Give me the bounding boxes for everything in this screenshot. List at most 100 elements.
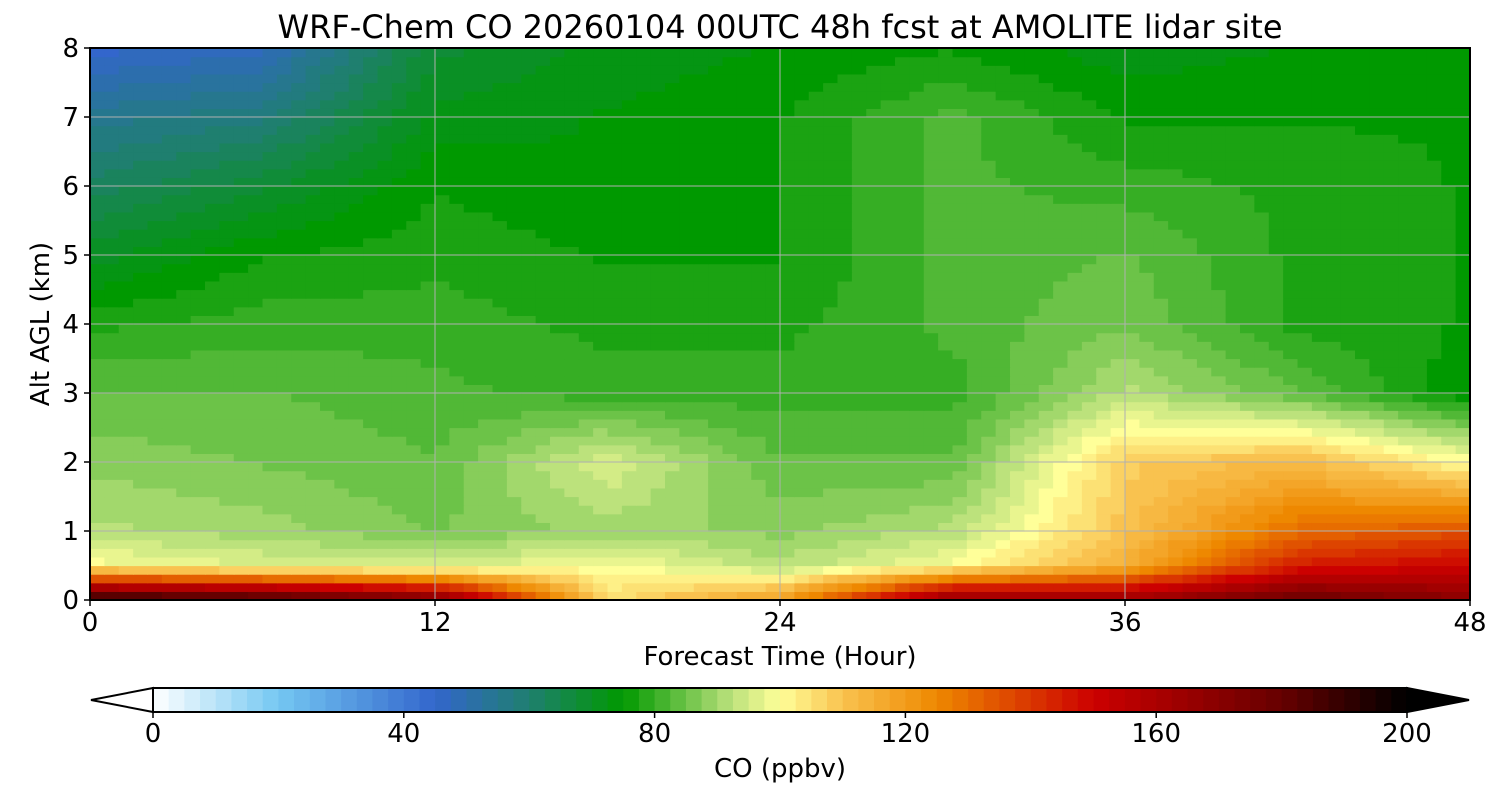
heat-cell — [1096, 177, 1112, 187]
heat-cell — [90, 384, 105, 394]
heat-cell — [535, 470, 551, 480]
heat-cell — [1024, 151, 1040, 161]
heat-cell — [1412, 548, 1428, 558]
heat-cell — [550, 151, 565, 161]
heat-cell — [449, 479, 465, 489]
heat-cell — [176, 384, 192, 394]
heat-cell — [837, 496, 853, 506]
heat-cell — [895, 462, 910, 472]
heat-cell — [161, 375, 177, 385]
heat-cell — [1182, 367, 1198, 377]
heat-cell — [851, 211, 867, 222]
heat-cell — [334, 246, 350, 256]
heat-cell — [219, 539, 235, 549]
heat-cell — [895, 211, 910, 222]
heat-cell — [1340, 298, 1356, 308]
heat-cell — [506, 513, 522, 523]
heat-cell — [104, 418, 120, 429]
heat-cell — [391, 479, 407, 489]
heat-cell — [1283, 470, 1299, 480]
heat-cell — [391, 220, 407, 230]
heat-cell — [938, 444, 954, 454]
heat-cell — [765, 410, 781, 420]
heat-cell — [593, 255, 609, 265]
heat-cell — [808, 280, 824, 291]
heat-cell — [1398, 393, 1414, 403]
heat-cell — [1412, 168, 1428, 178]
heat-cell — [334, 487, 350, 498]
heat-cell — [1326, 470, 1342, 480]
heat-cell — [1254, 548, 1270, 558]
heat-cell — [1383, 453, 1399, 463]
heat-cell — [420, 444, 436, 454]
heat-cell — [205, 539, 220, 549]
heat-cell — [1038, 436, 1054, 446]
heat-cell — [693, 462, 709, 472]
heat-cell — [1211, 151, 1227, 161]
heat-cell — [751, 298, 767, 308]
heat-cell — [736, 462, 752, 472]
heat-cell — [291, 574, 307, 584]
heat-cell — [665, 393, 680, 403]
heat-cell — [1383, 341, 1399, 351]
heat-cell — [521, 203, 537, 213]
heat-cell — [147, 160, 163, 170]
heat-cell — [593, 341, 609, 351]
heat-cell — [1038, 358, 1054, 368]
heat-cell — [1426, 306, 1442, 316]
heat-cell — [348, 168, 364, 178]
heat-cell — [521, 462, 537, 472]
heat-cell — [535, 556, 551, 567]
heat-cell — [593, 211, 609, 222]
heat-cell — [233, 306, 249, 316]
heat-cell — [923, 272, 939, 282]
heat-cell — [463, 306, 479, 316]
heat-cell — [90, 203, 105, 213]
heat-cell — [377, 367, 393, 377]
heat-cell — [895, 556, 910, 567]
heat-cell — [923, 298, 939, 308]
heat-cell — [1355, 548, 1370, 558]
heat-cell — [679, 177, 695, 187]
heat-cell — [981, 160, 997, 170]
heat-cell — [492, 341, 508, 351]
heat-cell — [1369, 186, 1385, 196]
heat-cell — [708, 582, 724, 592]
heat-cell — [564, 427, 580, 437]
heat-cell — [205, 341, 220, 351]
heat-cell — [1096, 324, 1112, 334]
heat-cell — [334, 341, 350, 351]
heat-cell — [938, 349, 954, 360]
heat-cell — [1441, 341, 1457, 351]
heat-cell — [1053, 375, 1069, 385]
heat-cell — [205, 151, 220, 161]
heat-cell — [578, 263, 594, 273]
heat-cell — [1225, 298, 1241, 308]
heat-cell — [377, 255, 393, 265]
heat-cell — [535, 444, 551, 454]
heat-cell — [205, 418, 220, 429]
heat-cell — [650, 358, 666, 368]
heat-cell — [1369, 211, 1385, 222]
heat-cell — [420, 332, 436, 342]
heat-cell — [1283, 263, 1299, 273]
heat-cell — [1067, 229, 1083, 239]
heat-cell — [1182, 306, 1198, 316]
heat-cell — [823, 427, 839, 437]
heat-cell — [1125, 341, 1140, 351]
heat-cell — [406, 522, 422, 532]
heat-cell — [492, 332, 508, 342]
heat-cell — [1110, 470, 1126, 480]
heat-cell — [866, 220, 882, 230]
heat-cell — [1182, 548, 1198, 558]
heat-cell — [363, 453, 379, 463]
heat-cell — [320, 194, 335, 204]
heat-cell — [1326, 375, 1342, 385]
heat-cell — [650, 203, 666, 213]
heat-cell — [305, 436, 321, 446]
heat-cell — [1139, 496, 1155, 506]
heat-cell — [1081, 280, 1097, 291]
heat-cell — [219, 384, 235, 394]
heat-cell — [406, 324, 422, 334]
heat-cell — [1010, 177, 1025, 187]
